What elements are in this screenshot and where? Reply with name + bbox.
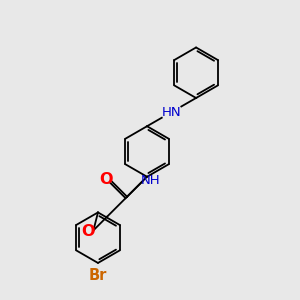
Text: O: O — [99, 172, 113, 187]
Text: O: O — [81, 224, 95, 239]
Text: NH: NH — [141, 175, 160, 188]
Text: Br: Br — [89, 268, 107, 283]
Text: HN: HN — [162, 106, 182, 118]
